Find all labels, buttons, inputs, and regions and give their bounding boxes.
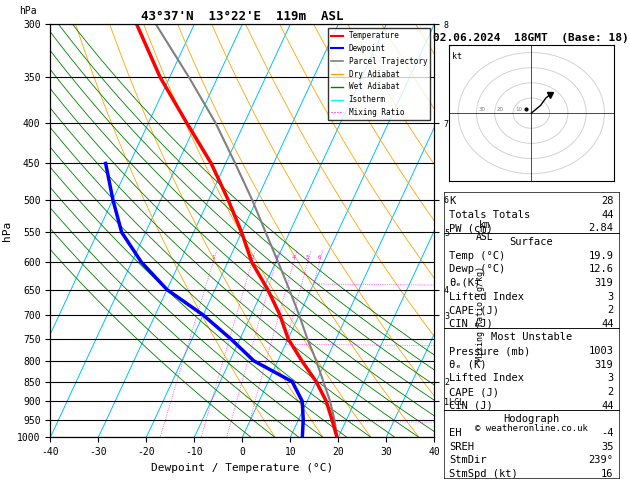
Text: 30: 30 [478,106,486,112]
Text: 2: 2 [608,305,613,315]
Text: CIN (J): CIN (J) [449,400,493,411]
Text: 319: 319 [595,278,613,288]
Text: CIN (J): CIN (J) [449,319,493,329]
Legend: Temperature, Dewpoint, Parcel Trajectory, Dry Adiabat, Wet Adiabat, Isotherm, Mi: Temperature, Dewpoint, Parcel Trajectory… [328,28,430,120]
Text: Surface: Surface [509,237,553,247]
Text: 3: 3 [608,292,613,302]
Text: Pressure (mb): Pressure (mb) [449,346,530,356]
Text: 12.6: 12.6 [589,264,613,274]
Title: 43°37'N  13°22'E  119m  ASL: 43°37'N 13°22'E 119m ASL [141,10,343,23]
Text: 4: 4 [292,255,296,260]
Text: 2: 2 [608,387,613,397]
Text: 44: 44 [601,400,613,411]
Text: 02.06.2024  18GMT  (Base: 18): 02.06.2024 18GMT (Base: 18) [433,33,629,43]
Text: Dewp (°C): Dewp (°C) [449,264,505,274]
Text: K: K [449,196,455,206]
Text: θₑ (K): θₑ (K) [449,360,487,370]
Text: Mixing Ratio (g/kg): Mixing Ratio (g/kg) [476,266,485,361]
Text: 1003: 1003 [589,346,613,356]
Text: 5: 5 [306,255,309,260]
Text: 3: 3 [608,373,613,383]
Text: CAPE (J): CAPE (J) [449,305,499,315]
Text: 19.9: 19.9 [589,251,613,260]
Text: StmSpd (kt): StmSpd (kt) [449,469,518,479]
Text: 2: 2 [250,255,253,260]
Text: 2.84: 2.84 [589,224,613,233]
Text: CAPE (J): CAPE (J) [449,387,499,397]
Text: Temp (°C): Temp (°C) [449,251,505,260]
Text: 44: 44 [601,319,613,329]
Text: 10: 10 [515,106,522,112]
Text: 3: 3 [274,255,278,260]
X-axis label: Dewpoint / Temperature (°C): Dewpoint / Temperature (°C) [151,463,333,473]
Text: 44: 44 [601,210,613,220]
Text: 1: 1 [211,255,215,260]
Text: Lifted Index: Lifted Index [449,292,524,302]
Text: 35: 35 [601,441,613,451]
Text: PW (cm): PW (cm) [449,224,493,233]
Text: hPa: hPa [19,6,37,16]
Text: 16: 16 [601,469,613,479]
Text: -4: -4 [601,428,613,438]
Text: Lifted Index: Lifted Index [449,373,524,383]
Y-axis label: hPa: hPa [1,221,11,241]
Text: 6: 6 [318,255,321,260]
Text: 239°: 239° [589,455,613,465]
Text: θₑ(K): θₑ(K) [449,278,481,288]
Text: 28: 28 [601,196,613,206]
Text: Hodograph: Hodograph [503,414,559,424]
Y-axis label: km
ASL: km ASL [476,220,494,242]
Text: EH: EH [449,428,462,438]
Text: StmDir: StmDir [449,455,487,465]
Text: Most Unstable: Most Unstable [491,332,572,343]
Text: 319: 319 [595,360,613,370]
Text: © weatheronline.co.uk: © weatheronline.co.uk [475,424,587,434]
Text: SREH: SREH [449,441,474,451]
Text: Totals Totals: Totals Totals [449,210,530,220]
Text: kt: kt [452,52,462,61]
Text: 20: 20 [496,106,504,112]
